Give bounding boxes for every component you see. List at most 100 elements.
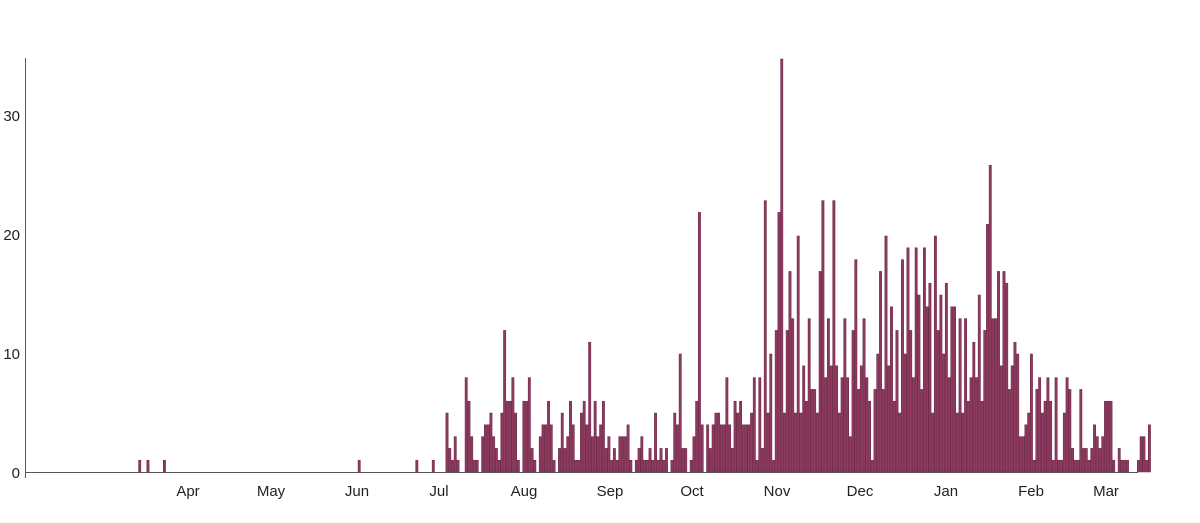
bar xyxy=(964,318,967,473)
bar xyxy=(456,459,460,473)
bar xyxy=(1142,436,1146,473)
bar xyxy=(689,459,693,473)
x-tick-label: Jul xyxy=(429,483,448,500)
x-tick-label: Oct xyxy=(680,483,704,500)
bar xyxy=(925,306,929,473)
bar xyxy=(547,400,550,473)
bar xyxy=(923,247,926,473)
bar xyxy=(415,459,419,473)
bar xyxy=(1051,459,1055,473)
bar xyxy=(892,400,896,473)
bar xyxy=(1027,412,1031,473)
bar xyxy=(1095,436,1099,473)
bar xyxy=(695,400,699,473)
bar xyxy=(826,318,830,473)
x-tick-label: May xyxy=(257,483,286,500)
bar xyxy=(988,164,992,473)
bar xyxy=(698,212,701,473)
bar xyxy=(744,424,748,473)
bar xyxy=(1002,271,1006,473)
bar xyxy=(574,459,578,473)
bar xyxy=(1090,448,1094,473)
bar xyxy=(752,377,756,473)
bar xyxy=(903,353,907,473)
bar xyxy=(525,400,528,473)
x-tick-label: Apr xyxy=(176,483,199,500)
y-tick-label: 30 xyxy=(3,108,20,125)
bar xyxy=(656,459,660,473)
bar xyxy=(901,259,904,473)
bar xyxy=(481,436,485,473)
bar xyxy=(983,330,987,473)
bar xyxy=(448,448,452,473)
bar xyxy=(876,353,880,473)
bar xyxy=(887,365,891,473)
bar xyxy=(700,424,704,473)
bar xyxy=(453,436,457,473)
x-tick-label: Sep xyxy=(597,483,624,500)
bar xyxy=(837,412,841,473)
bar xyxy=(761,448,764,473)
bar xyxy=(933,235,937,473)
bar xyxy=(538,436,542,473)
bar xyxy=(791,318,795,473)
bar xyxy=(799,412,803,473)
bar xyxy=(659,448,663,473)
bar xyxy=(859,365,863,473)
bar xyxy=(741,424,745,473)
bar xyxy=(750,412,753,473)
bar xyxy=(673,412,677,473)
bar xyxy=(739,400,743,473)
bar xyxy=(917,294,921,473)
bar xyxy=(785,330,789,473)
bar xyxy=(621,436,625,473)
bar xyxy=(818,271,822,473)
bar xyxy=(1093,424,1096,473)
bar xyxy=(994,318,998,473)
bar xyxy=(1073,459,1077,473)
bar xyxy=(626,424,630,473)
bar xyxy=(1062,412,1066,473)
bar xyxy=(766,412,770,473)
bar xyxy=(357,459,361,473)
bar xyxy=(854,259,858,473)
bar xyxy=(1068,389,1072,473)
bar xyxy=(563,448,567,473)
bar xyxy=(777,212,781,473)
bar xyxy=(728,424,732,473)
bar xyxy=(936,330,940,473)
bar xyxy=(577,459,581,473)
bar xyxy=(966,400,970,473)
bar xyxy=(706,424,710,473)
bar xyxy=(558,448,561,473)
x-tick-label: Mar xyxy=(1093,483,1119,500)
bar xyxy=(835,365,839,473)
bar xyxy=(955,412,959,473)
bar xyxy=(815,412,819,473)
bar xyxy=(549,424,553,473)
bar xyxy=(1079,389,1083,473)
bar xyxy=(1120,459,1124,473)
bar xyxy=(1021,436,1025,473)
bar xyxy=(1126,459,1129,473)
bar xyxy=(651,459,655,473)
bar xyxy=(1084,448,1088,473)
bar xyxy=(733,400,737,473)
bar xyxy=(552,459,556,473)
bar xyxy=(1019,436,1022,473)
bar xyxy=(681,448,685,473)
bar xyxy=(944,282,948,473)
bar xyxy=(431,459,435,473)
bar xyxy=(865,377,869,473)
bar xyxy=(582,400,586,473)
bar xyxy=(788,271,792,473)
bar xyxy=(958,318,962,473)
bar xyxy=(1046,377,1050,473)
x-tick-label: Dec xyxy=(847,483,874,500)
bar xyxy=(942,353,946,473)
bar xyxy=(1082,448,1085,473)
bar xyxy=(736,412,740,473)
bar xyxy=(977,294,981,473)
bar xyxy=(796,235,800,473)
